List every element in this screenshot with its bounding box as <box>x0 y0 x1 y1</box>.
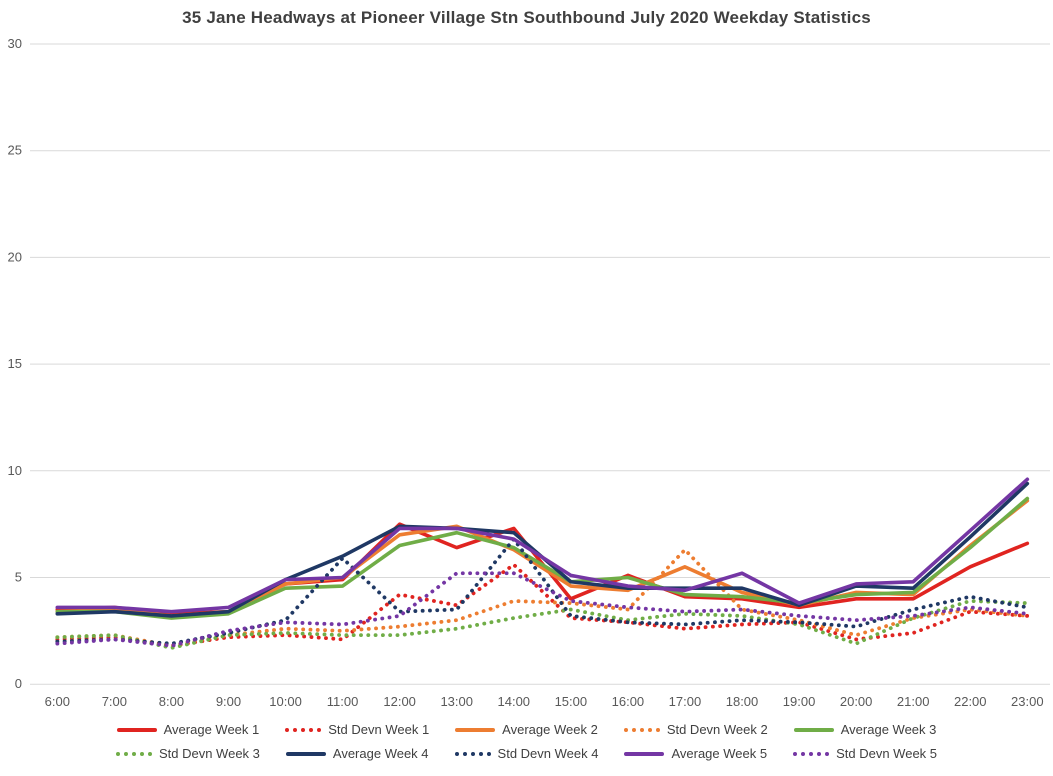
chart-title: 35 Jane Headways at Pioneer Village Stn … <box>182 8 871 27</box>
legend-row: Std Devn Week 3 Average Week 4 Std Devn We… <box>115 746 937 761</box>
legend-label: Average Week 2 <box>502 722 598 737</box>
y-axis-tick-label: 10 <box>8 463 22 478</box>
y-axis-tick-label: 0 <box>15 676 22 691</box>
x-axis-tick-label: 9:00 <box>216 694 241 709</box>
series-line-std-devn-week-3 <box>55 599 1030 650</box>
x-axis-tick-label: 13:00 <box>440 694 473 709</box>
x-axis-tick-label: 10:00 <box>269 694 302 709</box>
legend-dotted-line-swatch <box>115 751 152 756</box>
legend-row: Average Week 1 Std Devn Week 1 Average Wee… <box>116 722 937 737</box>
legend-dotted-line-swatch <box>454 751 491 756</box>
series-line-std-devn-week-4 <box>55 537 1030 646</box>
legend-label: Average Week 3 <box>840 722 937 737</box>
legend-solid-line-swatch <box>285 751 326 756</box>
y-axis-tick-label: 5 <box>15 570 22 585</box>
legend-solid-line-swatch <box>624 751 665 756</box>
series-line-std-devn-week-1 <box>55 562 1030 648</box>
series-line-average-week-4 <box>55 481 1030 618</box>
legend-label: Std Devn Week 3 <box>158 746 260 761</box>
series-line-average-week-5 <box>55 477 1030 614</box>
legend-item-std-devn-week-2: Std Devn Week 2 <box>623 722 768 737</box>
x-axis-tick-label: 22:00 <box>954 694 987 709</box>
legend-item-std-devn-week-3: Std Devn Week 3 <box>115 746 260 761</box>
legend-item-average-week-3: Average Week 3 <box>793 722 937 737</box>
legend-label: Std Devn Week 5 <box>836 746 938 761</box>
legend-solid-line-swatch <box>793 727 834 732</box>
x-axis-tick-label: 18:00 <box>726 694 759 709</box>
legend-item-std-devn-week-1: Std Devn Week 1 <box>285 722 429 737</box>
y-axis-tick-label: 25 <box>8 143 22 158</box>
legend-item-average-week-5: Average Week 5 <box>624 746 767 761</box>
legend-label: Average Week 4 <box>332 746 429 761</box>
x-axis-tick-label: 23:00 <box>1011 694 1044 709</box>
x-axis-tick-label: 8:00 <box>159 694 184 709</box>
series-line-std-devn-week-5 <box>55 571 1030 648</box>
x-axis-tick-label: 12:00 <box>383 694 416 709</box>
x-axis-tick-label: 20:00 <box>840 694 873 709</box>
legend-solid-line-swatch <box>116 727 157 732</box>
x-axis-tick-label: 15:00 <box>555 694 588 709</box>
y-axis-tick-label: 30 <box>8 36 22 51</box>
x-axis-tick-label: 19:00 <box>783 694 816 709</box>
legend-dotted-line-swatch <box>623 727 660 732</box>
x-axis-tick-label: 11:00 <box>327 694 359 709</box>
legend-item-std-devn-week-4: Std Devn Week 4 <box>454 746 599 761</box>
series-line-average-week-3 <box>55 496 1030 620</box>
x-axis-tick-label: 7:00 <box>102 694 127 709</box>
legend-dotted-line-swatch <box>285 727 322 732</box>
legend-item-average-week-4: Average Week 4 <box>285 746 429 761</box>
legend-label: Std Devn Week 4 <box>497 746 599 761</box>
x-axis-tick-label: 17:00 <box>669 694 702 709</box>
series-line-std-devn-week-2 <box>55 547 1030 648</box>
x-axis-tick-label: 6:00 <box>45 694 70 709</box>
legend-dotted-line-swatch <box>793 751 830 756</box>
y-axis-tick-label: 15 <box>8 356 22 371</box>
chart-legend: Average Week 1 Std Devn Week 1 Average Wee… <box>0 722 1053 761</box>
x-axis-tick-label: 21:00 <box>897 694 930 709</box>
x-axis-tick-label: 14:00 <box>498 694 531 709</box>
legend-label: Std Devn Week 1 <box>328 722 430 737</box>
legend-item-average-week-1: Average Week 1 <box>116 722 260 737</box>
legend-item-average-week-2: Average Week 2 <box>455 722 598 737</box>
legend-label: Std Devn Week 2 <box>666 722 768 737</box>
legend-label: Average Week 1 <box>163 722 260 737</box>
legend-item-std-devn-week-5: Std Devn Week 5 <box>793 746 937 761</box>
y-axis-tick-label: 20 <box>8 249 22 264</box>
legend-solid-line-swatch <box>455 727 496 732</box>
x-axis-tick-label: 16:00 <box>612 694 645 709</box>
legend-label: Average Week 5 <box>671 746 768 761</box>
